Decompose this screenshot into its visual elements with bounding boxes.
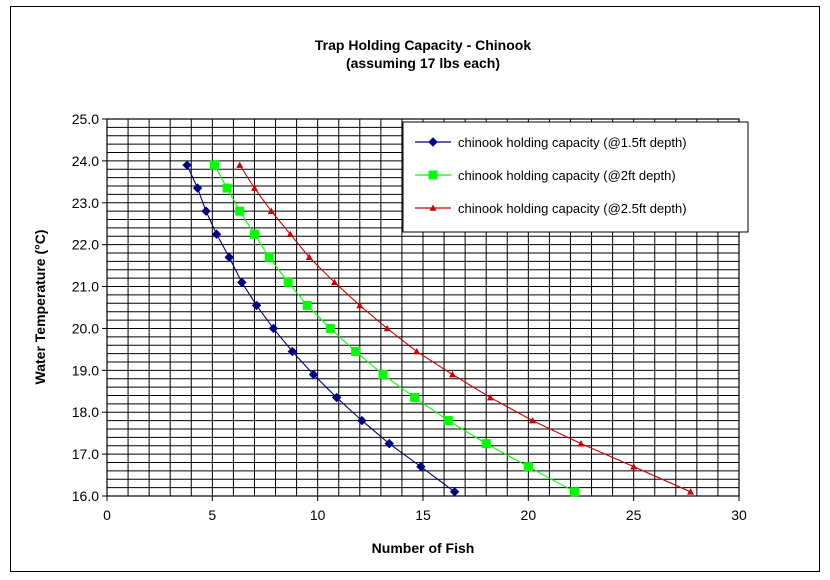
legend-entry: chinook holding capacity (@2.5ft depth) [415,201,687,216]
data-point [481,439,491,449]
x-tick-label: 20 [521,507,537,523]
legend-entry: chinook holding capacity (@2ft depth) [415,168,676,183]
data-point [523,462,533,472]
data-point [222,183,232,193]
data-point [384,438,395,449]
chart-title: Trap Holding Capacity - Chinook [315,37,531,53]
data-point [250,184,258,191]
data-point [283,277,293,287]
data-point [413,347,421,355]
data-point [237,277,247,288]
legend-marker [428,170,438,180]
data-point [351,346,361,356]
axis-layer: 16.0 17.0 18.0 19.0 20.0 21.0 22.0 23.0 24.0 25.0… [72,111,747,523]
legend-marker [429,204,437,211]
data-point [308,369,319,380]
data-point [325,323,335,333]
data-point [236,161,244,168]
y-tick-label: 23.0 [72,195,99,211]
data-point [331,392,342,403]
data-point [192,183,203,193]
legend-label: chinook holding capacity (@1.5ft depth) [458,135,687,150]
x-tick-label: 25 [626,507,642,523]
y-tick-label: 24.0 [72,153,99,169]
series-layer [182,160,695,497]
data-point [251,300,262,311]
legend-label: chinook holding capacity (@2ft depth) [458,168,676,183]
chart-frame: Trap Holding Capacity - Chinook (assumin… [10,6,820,572]
data-point [443,416,453,426]
y-tick-label: 18.0 [72,404,99,420]
y-tick-label: 21.0 [72,279,99,295]
x-tick-label: 10 [310,507,326,523]
data-point [286,230,294,237]
data-point [577,440,585,447]
x-axis-title: Number of Fish [372,540,475,556]
data-point [357,415,367,426]
x-tick-label: 15 [415,507,431,523]
y-tick-label: 22.0 [72,237,99,253]
series-2 [209,160,580,497]
data-point [264,252,274,262]
data-point [416,461,426,472]
y-axis-title: Water Temperature (°C) [32,230,48,385]
legend-entry: chinook holding capacity (@1.5ft depth) [415,135,687,150]
data-point [287,346,298,357]
data-point [305,253,313,261]
data-point [687,488,695,495]
y-tick-label: 19.0 [72,362,99,378]
data-point [267,207,275,214]
data-point [570,487,580,497]
series-1 [182,160,460,497]
data-point [201,206,211,216]
data-point [356,301,364,309]
legend-label: chinook holding capacity (@2.5ft depth) [458,201,687,216]
data-point [249,229,259,239]
data-point [378,370,388,380]
y-tick-label: 16.0 [72,488,99,504]
y-tick-label: 25.0 [72,111,99,127]
data-point [302,300,312,310]
y-tick-label: 20.0 [72,320,99,336]
data-point [410,393,420,403]
series-3 [236,161,695,495]
data-point [449,487,460,497]
data-point [529,417,537,424]
chart-svg: Trap Holding Capacity - Chinook (assumin… [32,37,749,556]
data-point [224,252,234,262]
data-point [383,324,391,332]
data-point [448,371,456,378]
data-point [211,229,222,239]
data-point [486,394,494,401]
x-tick-label: 30 [731,507,747,523]
data-point [235,206,245,216]
legend: chinook holding capacity (@1.5ft depth) c… [402,121,749,233]
legend-marker [428,137,438,147]
x-tick-label: 0 [103,507,111,523]
data-point [209,160,219,170]
data-point [182,160,192,170]
data-point [630,463,638,470]
legend-box [402,121,749,233]
chart-subtitle: (assuming 17 lbs each) [346,55,500,71]
x-tick-label: 5 [208,507,216,523]
y-tick-label: 17.0 [72,446,99,462]
data-point [331,278,339,286]
data-point [268,323,279,334]
